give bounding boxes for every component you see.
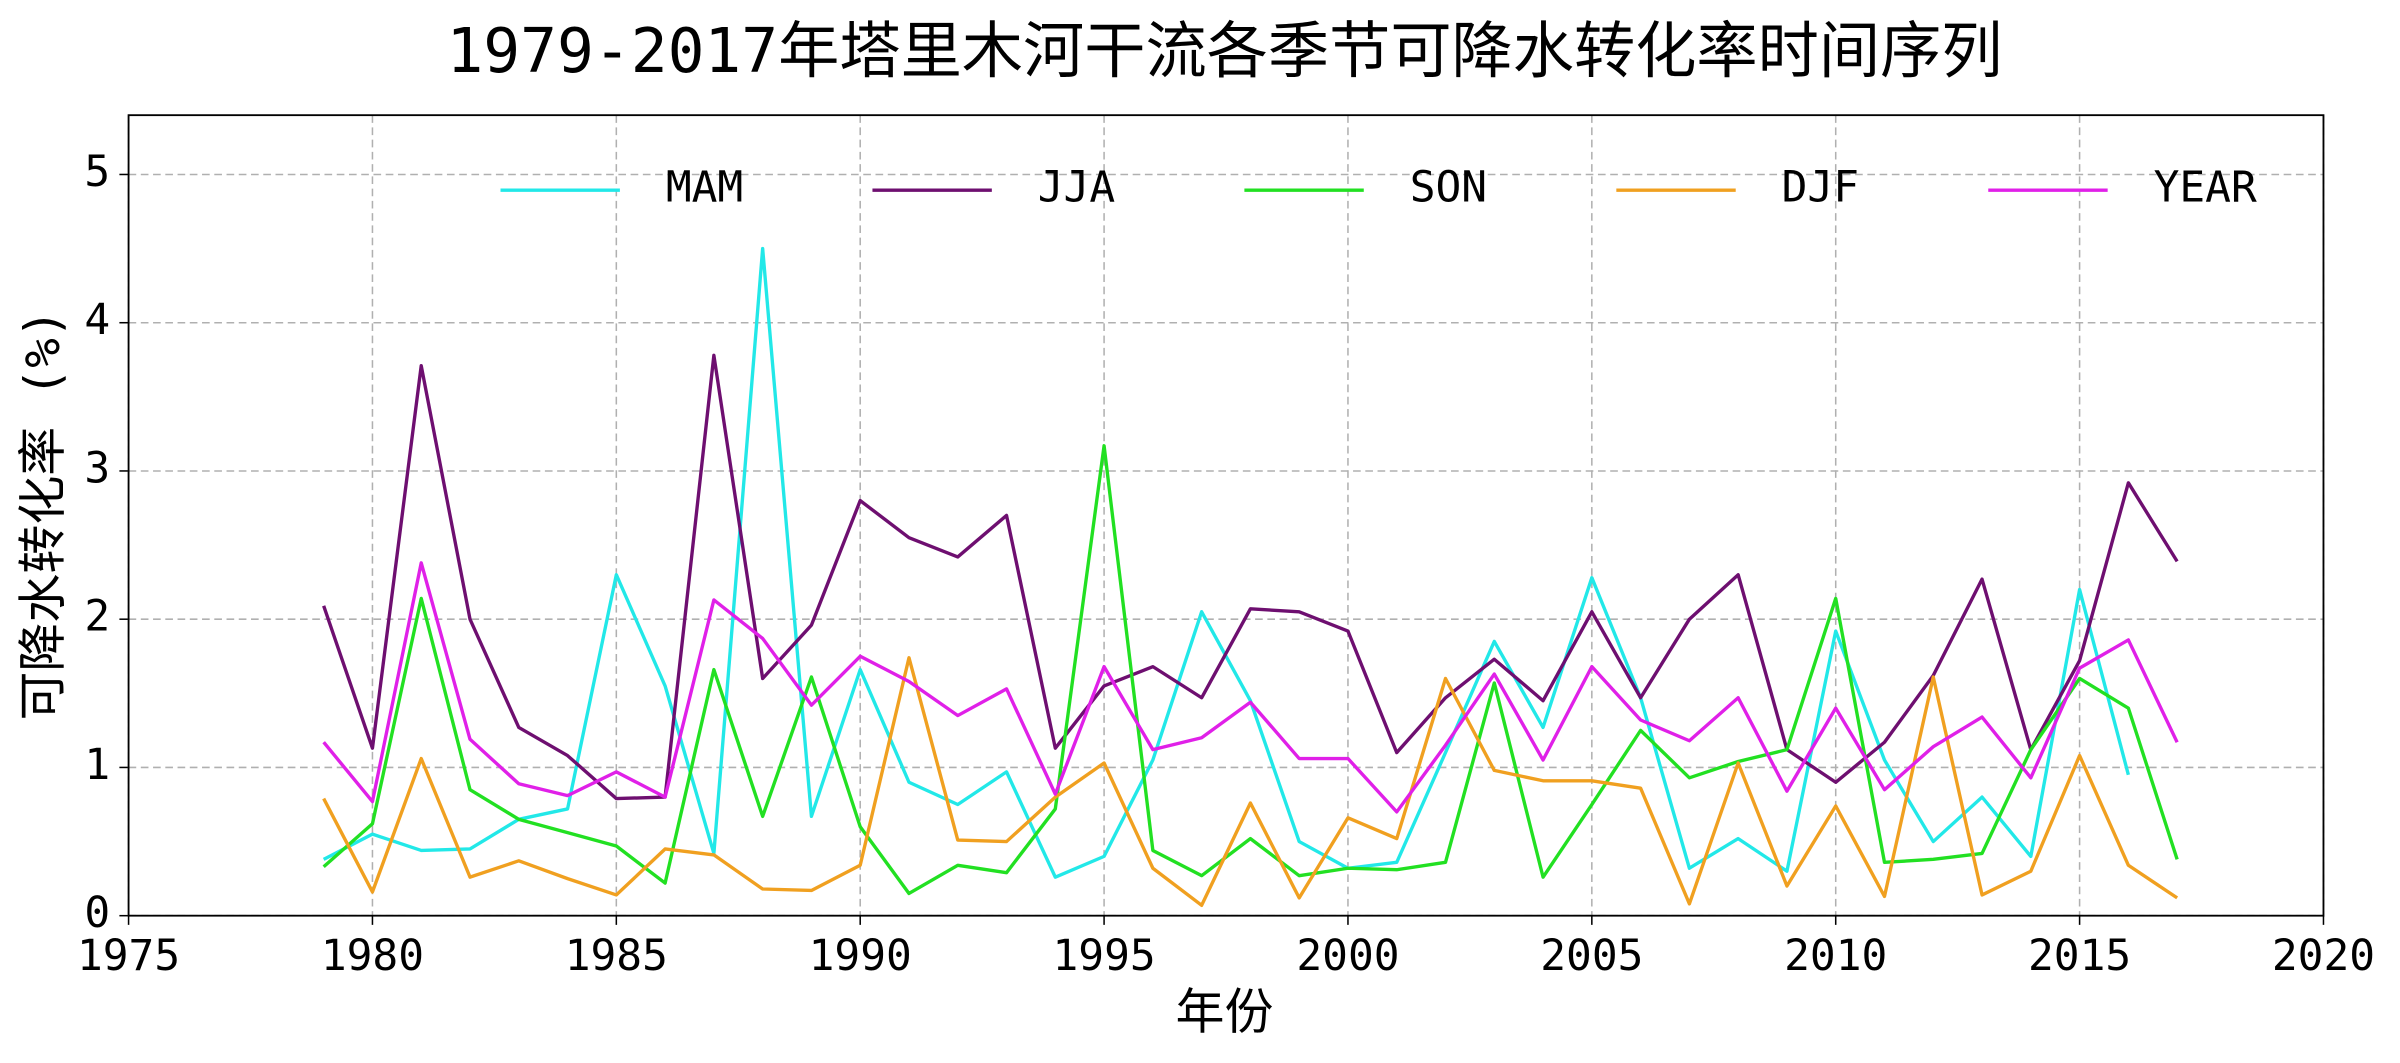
legend-label: YEAR [2154,163,2257,213]
x-tick-label: 1990 [809,931,912,981]
data-line [322,353,2179,801]
y-tick-label: 2 [84,592,110,642]
x-tick-label: 1985 [565,931,668,981]
y-tick-label: 0 [84,888,110,938]
plot-frame [127,114,2325,917]
legend-label: DJF [1782,163,1859,213]
x-tick-label: 2005 [1540,931,1643,981]
legend-label: SON [1410,163,1487,213]
y-tick-label: 1 [84,740,110,790]
y-tick-label: 4 [84,295,110,345]
y-tick-label: 5 [84,147,110,197]
chart-title: 1979-2017年塔里木河干流各季节可降水转化率时间序列 [446,16,2002,87]
data-line [322,444,2179,896]
y-axis-label: 可降水转化率 (%) [14,309,71,721]
x-tick-label: 1980 [321,931,424,981]
data-line [322,561,2179,814]
x-tick-label: 2010 [1784,931,1887,981]
x-tick-label: 2015 [2028,931,2131,981]
x-tick-label: 1975 [77,931,180,981]
x-tick-label: 1995 [1052,931,1155,981]
x-axis-label: 年份 [1176,984,1274,1041]
legend-label: JJA [1038,163,1116,213]
y-tick-label: 3 [84,443,110,493]
legend-label: MAM [666,163,743,213]
x-tick-label: 2020 [2272,931,2375,981]
data-line [322,656,2179,907]
x-tick-label: 2000 [1296,931,1399,981]
